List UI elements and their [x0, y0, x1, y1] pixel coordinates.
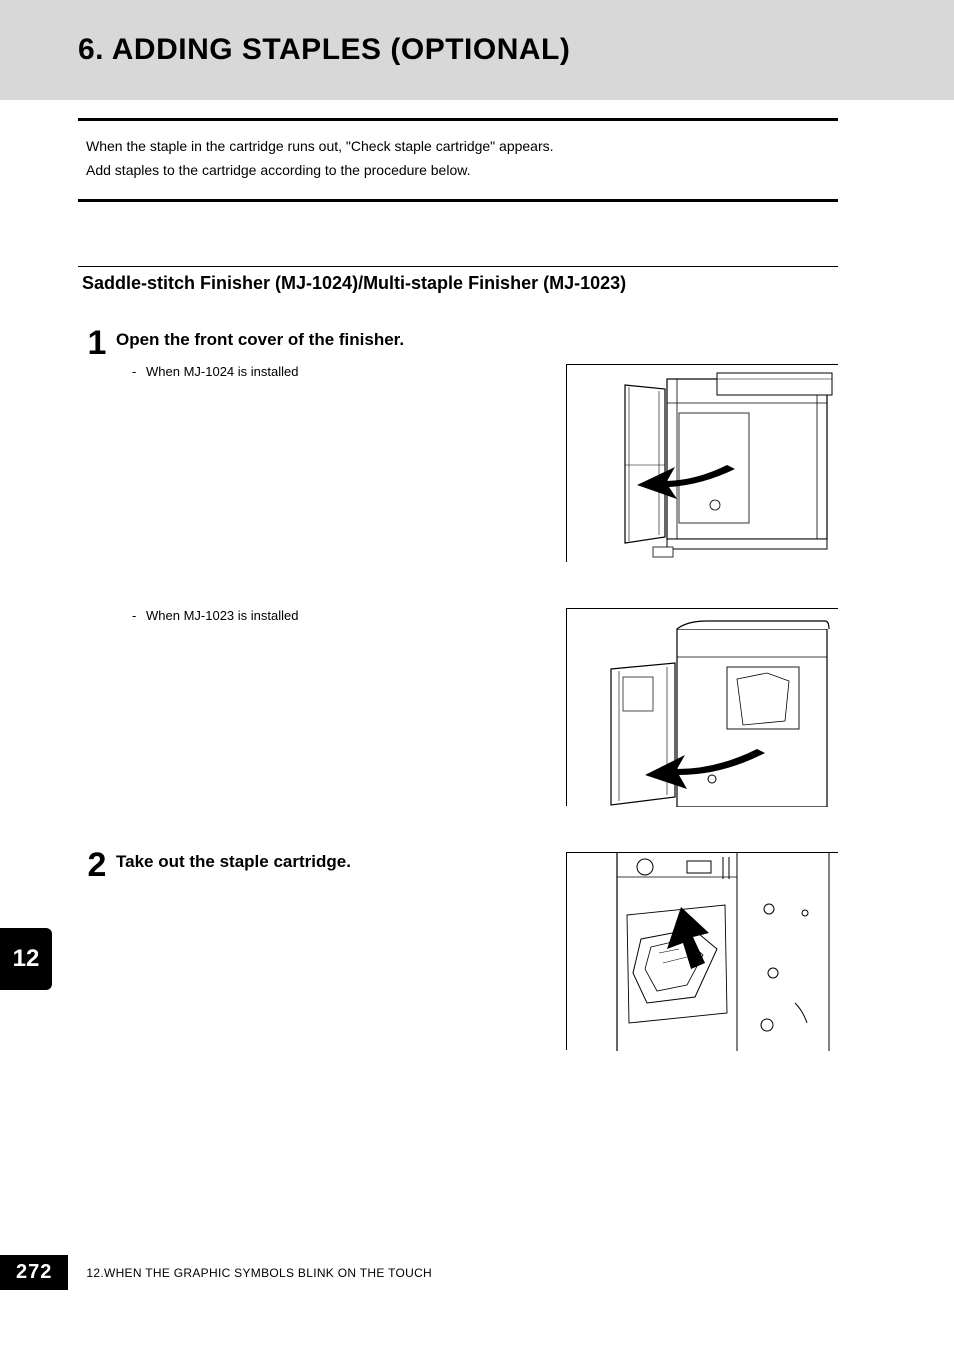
- figure-mj1023: [566, 608, 838, 806]
- chapter-tab: 12: [0, 928, 52, 990]
- step1-row-a: When MJ-1024 is installed: [116, 364, 838, 562]
- step1-row-b: When MJ-1023 is installed: [116, 608, 838, 806]
- step1-subitem-a: When MJ-1024 is installed: [132, 364, 556, 379]
- step-body: Open the front cover of the finisher. Wh…: [116, 330, 838, 806]
- step-number: 2: [78, 848, 116, 882]
- subsection-title: Saddle-stitch Finisher (MJ-1024)/Multi-s…: [78, 267, 838, 302]
- section-title: 6. ADDING STAPLES (OPTIONAL): [78, 33, 570, 67]
- step-2: 2 Take out the staple cartridge.: [78, 852, 838, 1050]
- subsection: Saddle-stitch Finisher (MJ-1024)/Multi-s…: [78, 266, 838, 302]
- page-footer: 272 12.WHEN THE GRAPHIC SYMBOLS BLINK ON…: [0, 1255, 432, 1290]
- step-1: 1 Open the front cover of the finisher. …: [78, 330, 838, 806]
- figure-mj1024: [566, 364, 838, 562]
- figure-cartridge: [566, 852, 838, 1050]
- intro-text: When the staple in the cartridge runs ou…: [78, 121, 838, 199]
- step-title: Open the front cover of the finisher.: [116, 330, 838, 350]
- chapter-tab-number: 12: [13, 945, 40, 973]
- section-header-band: 6. ADDING STAPLES (OPTIONAL): [0, 0, 954, 100]
- footer-text: 12.WHEN THE GRAPHIC SYMBOLS BLINK ON THE…: [86, 1266, 432, 1280]
- rule-bottom: [78, 199, 838, 202]
- step-body: Take out the staple cartridge.: [116, 852, 838, 1050]
- content-area: When the staple in the cartridge runs ou…: [78, 118, 838, 1050]
- step1-subitem-b: When MJ-1023 is installed: [132, 608, 556, 623]
- page-number: 272: [0, 1255, 68, 1290]
- intro-line-2: Add staples to the cartridge according t…: [86, 159, 838, 183]
- page: 6. ADDING STAPLES (OPTIONAL) When the st…: [0, 0, 954, 1348]
- intro-line-1: When the staple in the cartridge runs ou…: [86, 135, 838, 159]
- step-number: 1: [78, 326, 116, 360]
- step-title: Take out the staple cartridge.: [116, 852, 556, 872]
